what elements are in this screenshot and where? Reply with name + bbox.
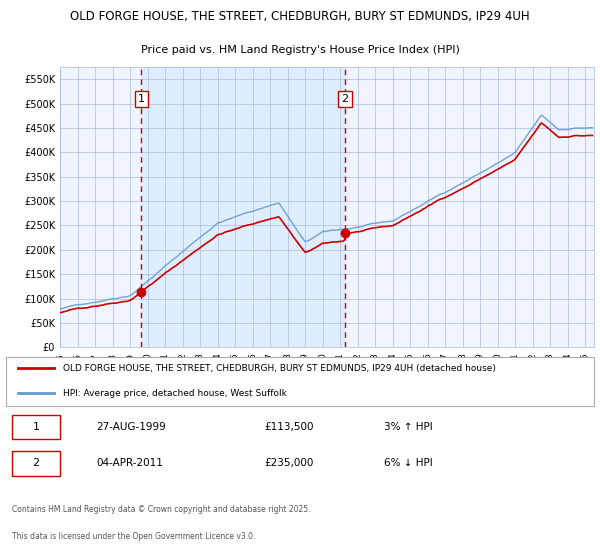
Text: This data is licensed under the Open Government Licence v3.0.: This data is licensed under the Open Gov… — [12, 532, 256, 541]
Text: Contains HM Land Registry data © Crown copyright and database right 2025.: Contains HM Land Registry data © Crown c… — [12, 505, 311, 514]
Text: OLD FORGE HOUSE, THE STREET, CHEDBURGH, BURY ST EDMUNDS, IP29 4UH (detached hous: OLD FORGE HOUSE, THE STREET, CHEDBURGH, … — [63, 364, 496, 373]
Text: 04-APR-2011: 04-APR-2011 — [96, 459, 163, 468]
FancyBboxPatch shape — [12, 414, 60, 440]
Text: 3% ↑ HPI: 3% ↑ HPI — [384, 422, 433, 432]
FancyBboxPatch shape — [6, 357, 594, 406]
Text: £235,000: £235,000 — [264, 459, 313, 468]
Bar — [142, 67, 345, 347]
Text: 2: 2 — [32, 459, 40, 468]
Text: 2: 2 — [341, 94, 349, 104]
Text: 1: 1 — [138, 94, 145, 104]
Text: Price paid vs. HM Land Registry's House Price Index (HPI): Price paid vs. HM Land Registry's House … — [140, 45, 460, 55]
Text: 6% ↓ HPI: 6% ↓ HPI — [384, 459, 433, 468]
Text: £113,500: £113,500 — [264, 422, 314, 432]
Text: HPI: Average price, detached house, West Suffolk: HPI: Average price, detached house, West… — [63, 389, 287, 398]
Text: 27-AUG-1999: 27-AUG-1999 — [96, 422, 166, 432]
Text: 1: 1 — [32, 422, 40, 432]
Text: OLD FORGE HOUSE, THE STREET, CHEDBURGH, BURY ST EDMUNDS, IP29 4UH: OLD FORGE HOUSE, THE STREET, CHEDBURGH, … — [70, 10, 530, 24]
FancyBboxPatch shape — [12, 451, 60, 476]
